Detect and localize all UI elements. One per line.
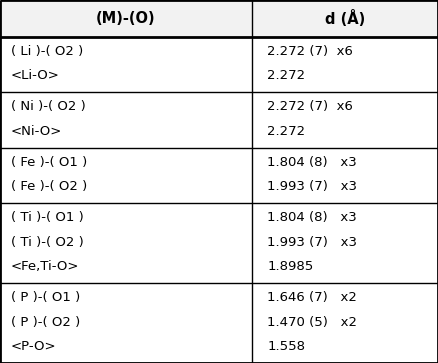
Text: d (Å): d (Å) <box>325 10 365 27</box>
Text: ( Ti )-( O2 ): ( Ti )-( O2 ) <box>11 236 84 249</box>
Text: ( Ni )-( O2 ): ( Ni )-( O2 ) <box>11 101 86 114</box>
Text: 2.272 (7)  x6: 2.272 (7) x6 <box>267 101 353 114</box>
Text: 1.8985: 1.8985 <box>267 260 314 273</box>
Text: 2.272: 2.272 <box>267 69 305 82</box>
Text: <P-O>: <P-O> <box>11 340 57 353</box>
Text: ( Ti )-( O1 ): ( Ti )-( O1 ) <box>11 212 84 224</box>
Text: (M)-(O): (M)-(O) <box>96 11 156 26</box>
Text: 1.804 (8)   x3: 1.804 (8) x3 <box>267 212 357 224</box>
Text: ( Fe )-( O2 ): ( Fe )-( O2 ) <box>11 180 87 193</box>
Text: 1.558: 1.558 <box>267 340 305 353</box>
Text: ( P )-( O1 ): ( P )-( O1 ) <box>11 291 80 304</box>
Text: 1.993 (7)   x3: 1.993 (7) x3 <box>267 236 357 249</box>
Text: ( P )-( O2 ): ( P )-( O2 ) <box>11 315 80 329</box>
Text: <Ni-O>: <Ni-O> <box>11 125 62 138</box>
Text: 2.272: 2.272 <box>267 125 305 138</box>
Text: 1.993 (7)   x3: 1.993 (7) x3 <box>267 180 357 193</box>
Text: ( Li )-( O2 ): ( Li )-( O2 ) <box>11 45 83 58</box>
Text: 1.646 (7)   x2: 1.646 (7) x2 <box>267 291 357 304</box>
Text: 2.272 (7)  x6: 2.272 (7) x6 <box>267 45 353 58</box>
Text: 1.804 (8)   x3: 1.804 (8) x3 <box>267 156 357 169</box>
Text: <Li-O>: <Li-O> <box>11 69 60 82</box>
Bar <box>0 0 438 37</box>
Text: 1.470 (5)   x2: 1.470 (5) x2 <box>267 315 357 329</box>
Text: ( Fe )-( O1 ): ( Fe )-( O1 ) <box>11 156 87 169</box>
Text: <Fe,Ti-O>: <Fe,Ti-O> <box>11 260 79 273</box>
